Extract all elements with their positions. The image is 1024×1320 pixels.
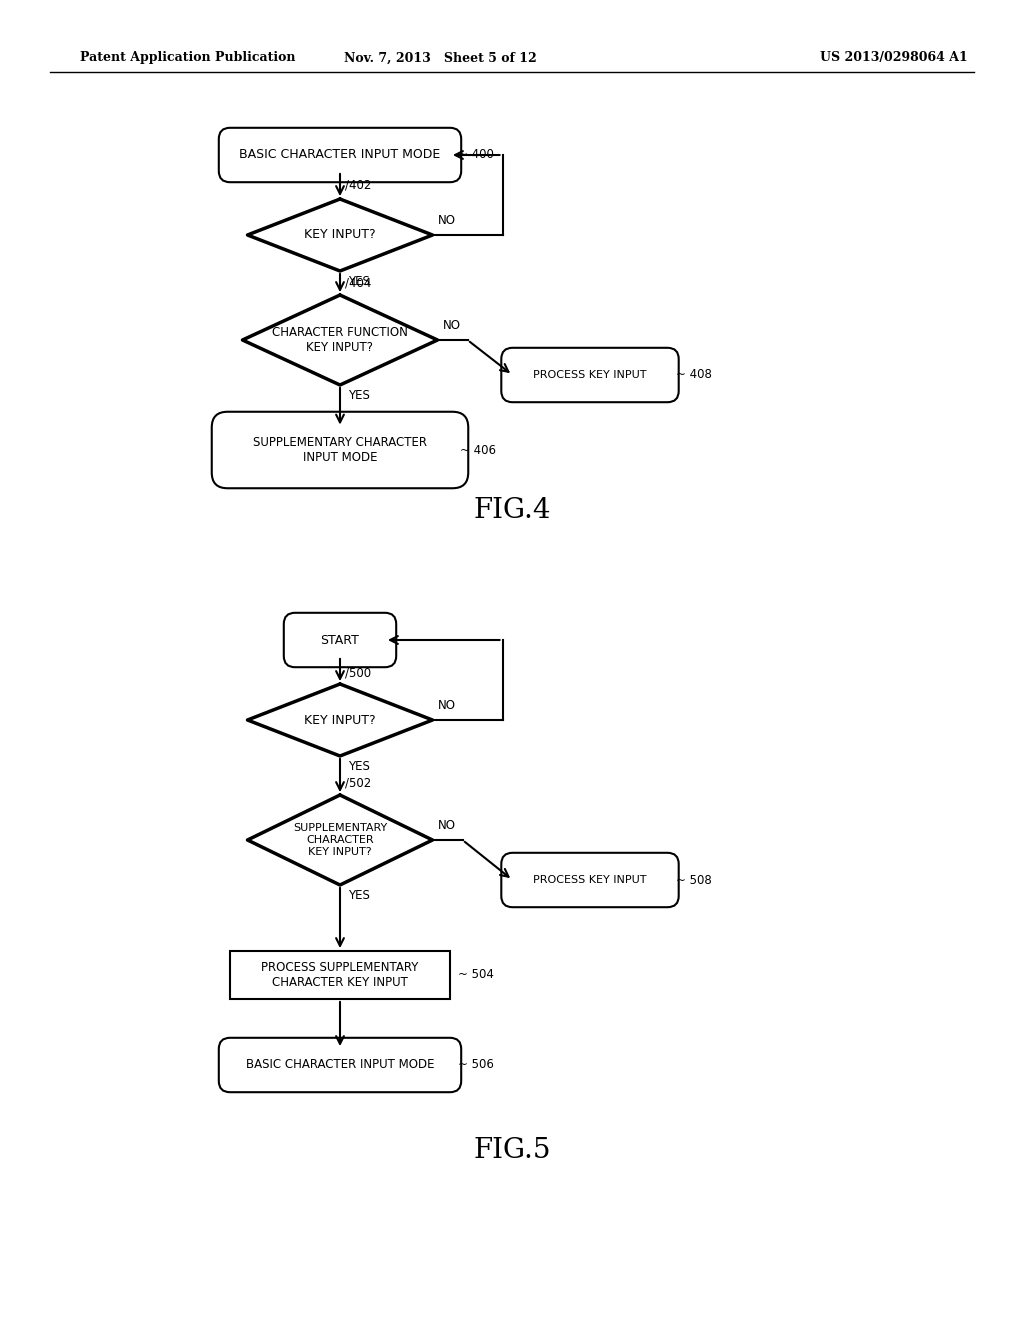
Text: KEY INPUT?: KEY INPUT? — [304, 228, 376, 242]
Polygon shape — [248, 199, 432, 271]
FancyBboxPatch shape — [219, 1038, 461, 1092]
Text: /502: /502 — [345, 777, 372, 789]
Text: US 2013/0298064 A1: US 2013/0298064 A1 — [820, 51, 968, 65]
Text: NO: NO — [442, 319, 461, 333]
Text: ~ 504: ~ 504 — [458, 969, 494, 982]
FancyBboxPatch shape — [212, 412, 468, 488]
Text: /402: /402 — [345, 178, 372, 191]
Text: Patent Application Publication: Patent Application Publication — [80, 51, 296, 65]
Text: ~ 508: ~ 508 — [676, 874, 712, 887]
Text: PROCESS SUPPLEMENTARY
CHARACTER KEY INPUT: PROCESS SUPPLEMENTARY CHARACTER KEY INPU… — [261, 961, 419, 989]
Text: YES: YES — [348, 888, 370, 902]
FancyBboxPatch shape — [502, 347, 679, 403]
Text: ~ 406: ~ 406 — [461, 444, 497, 457]
Text: BASIC CHARACTER INPUT MODE: BASIC CHARACTER INPUT MODE — [240, 149, 440, 161]
Polygon shape — [248, 795, 432, 884]
Text: NO: NO — [437, 818, 456, 832]
Text: NO: NO — [437, 700, 456, 711]
Text: CHARACTER FUNCTION
KEY INPUT?: CHARACTER FUNCTION KEY INPUT? — [272, 326, 408, 354]
Text: BASIC CHARACTER INPUT MODE: BASIC CHARACTER INPUT MODE — [246, 1059, 434, 1072]
Text: ~ 400: ~ 400 — [458, 149, 494, 161]
Text: SUPPLEMENTARY
CHARACTER
KEY INPUT?: SUPPLEMENTARY CHARACTER KEY INPUT? — [293, 824, 387, 857]
FancyBboxPatch shape — [284, 612, 396, 667]
Text: FIG.4: FIG.4 — [473, 496, 551, 524]
Bar — [230, 950, 450, 999]
Text: ~ 408: ~ 408 — [676, 368, 712, 381]
Polygon shape — [248, 684, 432, 756]
Polygon shape — [243, 294, 437, 385]
Text: YES: YES — [348, 389, 370, 403]
Text: PROCESS KEY INPUT: PROCESS KEY INPUT — [534, 875, 647, 884]
Text: FIG.5: FIG.5 — [473, 1137, 551, 1163]
Text: /500: /500 — [345, 667, 371, 678]
Text: START: START — [321, 634, 359, 647]
Text: YES: YES — [348, 760, 370, 774]
Text: YES: YES — [348, 275, 370, 288]
FancyBboxPatch shape — [219, 128, 461, 182]
Text: PROCESS KEY INPUT: PROCESS KEY INPUT — [534, 370, 647, 380]
FancyBboxPatch shape — [502, 853, 679, 907]
Text: /404: /404 — [345, 277, 372, 290]
Text: KEY INPUT?: KEY INPUT? — [304, 714, 376, 726]
Text: Nov. 7, 2013   Sheet 5 of 12: Nov. 7, 2013 Sheet 5 of 12 — [344, 51, 537, 65]
Text: NO: NO — [437, 214, 456, 227]
Text: SUPPLEMENTARY CHARACTER
INPUT MODE: SUPPLEMENTARY CHARACTER INPUT MODE — [253, 436, 427, 465]
Text: ~ 506: ~ 506 — [458, 1059, 494, 1072]
